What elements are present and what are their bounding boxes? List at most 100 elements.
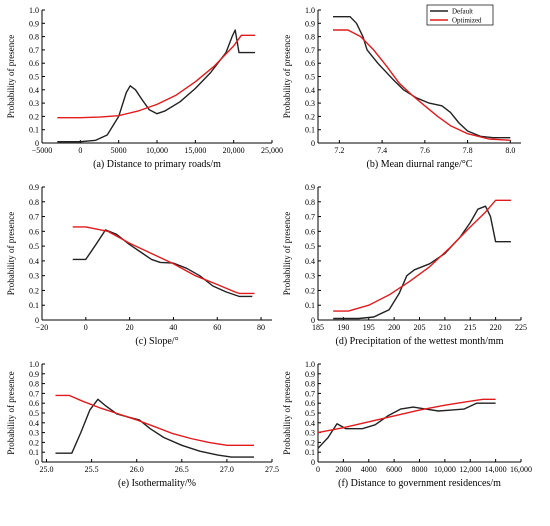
panel-caption: (b) Mean diurnal range/°C: [367, 159, 473, 170]
y-tick-label: 0.7: [29, 213, 39, 222]
y-tick-label: 0.4: [305, 257, 315, 266]
y-tick-label: 0.7: [29, 389, 39, 398]
x-tick-label: 10,000: [434, 465, 456, 474]
y-tick-label: 0.4: [29, 419, 39, 428]
y-tick-label: 0.9: [305, 19, 315, 28]
panel-f: 00.10.20.30.40.50.60.70.80.91.0 0 2000 4000…: [282, 360, 532, 489]
x-tick-label: 215: [464, 323, 476, 332]
y-tick-label: 0.2: [305, 286, 315, 295]
y-tick-label: 1.0: [305, 360, 315, 369]
panel-a: 00.10.20.30.40.50.60.70.80.91.0−5000 0 500…: [6, 6, 283, 170]
y-tick-label: 0.5: [305, 242, 315, 251]
y-tick-label: 0.7: [29, 46, 39, 55]
x-tick-label: 205: [414, 323, 426, 332]
x-tick-label: 40: [169, 323, 177, 332]
series-line-default: [317, 402, 496, 449]
x-tick-label: 2000: [335, 465, 351, 474]
x-tick-label: 16,000: [510, 465, 532, 474]
y-tick-label: 0.9: [29, 19, 39, 28]
y-tick-label: 0.2: [29, 112, 39, 121]
y-tick-label: 1.0: [29, 6, 39, 15]
panel-caption: (e) Isothermality/%: [118, 478, 196, 489]
x-tick-label: −5000: [32, 146, 53, 155]
legend-label-optimized: Optimized: [452, 17, 482, 25]
y-tick-label: 0.6: [305, 59, 315, 68]
y-tick-label: 0.3: [305, 99, 315, 108]
y-tick-label: 1.0: [29, 360, 39, 369]
y-tick-label: 0.8: [29, 380, 39, 389]
panel-d: 0 0.1 0.2 0.3 0.4 0.5 0.6 0.7 0.8 0.9 185 190 195 200…: [282, 183, 527, 347]
x-tick-label: 190: [337, 323, 349, 332]
x-tick-label: 220: [490, 323, 502, 332]
x-tick-label: 5000: [111, 146, 127, 155]
y-tick-label: 0.9: [29, 183, 39, 192]
x-tick-label: 200: [388, 323, 400, 332]
x-tick-label: 10,000: [146, 146, 168, 155]
x-tick-label: 20,000: [223, 146, 245, 155]
y-tick-label: 0.4: [305, 86, 315, 95]
x-tick-label: 20: [126, 323, 134, 332]
y-axis-title: Probability of presence: [6, 35, 16, 118]
x-tick-label: 8.0: [505, 146, 515, 155]
y-tick-label: 0.9: [29, 370, 39, 379]
x-tick-label: 25,000: [261, 146, 283, 155]
x-tick-label: 195: [363, 323, 375, 332]
y-tick-label: 0.4: [29, 257, 39, 266]
y-tick-label: 0.3: [29, 429, 39, 438]
series-line-default: [333, 205, 511, 320]
y-tick-label: 0.9: [305, 183, 315, 192]
x-tick-label: 25.0: [40, 465, 54, 474]
series-line-default: [72, 229, 253, 298]
y-tick-label: 0.2: [305, 438, 315, 447]
series-line-optimized: [72, 226, 255, 295]
y-tick-label: 1.0: [305, 6, 315, 15]
series-line-optimized: [57, 34, 256, 119]
y-tick-label: 0.5: [305, 73, 315, 82]
y-tick-label: 0.3: [29, 272, 39, 281]
y-tick-label: 0.1: [305, 126, 315, 135]
y-tick-label: 0.6: [29, 227, 39, 236]
y-tick-label: 0.8: [29, 198, 39, 207]
y-tick-label: 0.2: [29, 286, 39, 295]
panel-e: 00.10.20.30.40.50.60.70.80.91.0 25.0 25.5 2…: [6, 360, 279, 489]
x-tick-label: 185: [312, 323, 324, 332]
series-line-optimized: [333, 199, 511, 312]
y-tick-label: 0.4: [29, 86, 39, 95]
y-tick-label: 0.9: [305, 370, 315, 379]
y-tick-label: 0.1: [305, 448, 315, 457]
panel-caption: (f) Distance to government residences/m: [338, 478, 501, 489]
y-tick-label: 0.5: [29, 73, 39, 82]
y-tick-label: 0.8: [305, 33, 315, 42]
y-tick-label: 0.1: [305, 301, 315, 310]
x-tick-label: 7.8: [463, 146, 473, 155]
x-tick-label: 25.5: [85, 465, 99, 474]
y-tick-label: 0.6: [305, 399, 315, 408]
y-tick-label: 0.8: [29, 33, 39, 42]
x-tick-label: 15,000: [184, 146, 206, 155]
y-tick-label: 0.1: [29, 301, 39, 310]
series-line-optimized: [333, 29, 511, 141]
y-axis-title: Probability of presence: [6, 371, 16, 454]
y-tick-label: 0.5: [29, 242, 39, 251]
x-tick-label: 6000: [386, 465, 402, 474]
series-line-default: [57, 29, 256, 143]
y-tick-label: 0.6: [29, 59, 39, 68]
y-axis-title: Probability of presence: [282, 212, 292, 295]
y-tick-label: 0: [35, 316, 39, 325]
x-tick-label: 12,000: [459, 465, 481, 474]
x-tick-label: 210: [439, 323, 451, 332]
x-tick-label: 27.5: [265, 465, 279, 474]
x-tick-label: 26.5: [175, 465, 189, 474]
panel-caption: (c) Slope/°: [135, 336, 178, 347]
y-tick-label: 0.7: [305, 213, 315, 222]
y-tick-label: 0.3: [305, 272, 315, 281]
y-axis-title: Probability of presence: [282, 35, 292, 118]
y-axis-title: Probability of presence: [6, 212, 16, 295]
x-tick-label: 60: [213, 323, 221, 332]
x-tick-label: 4000: [361, 465, 377, 474]
x-tick-label: 8000: [412, 465, 428, 474]
y-tick-label: 0.7: [305, 46, 315, 55]
y-tick-label: 0: [311, 316, 315, 325]
